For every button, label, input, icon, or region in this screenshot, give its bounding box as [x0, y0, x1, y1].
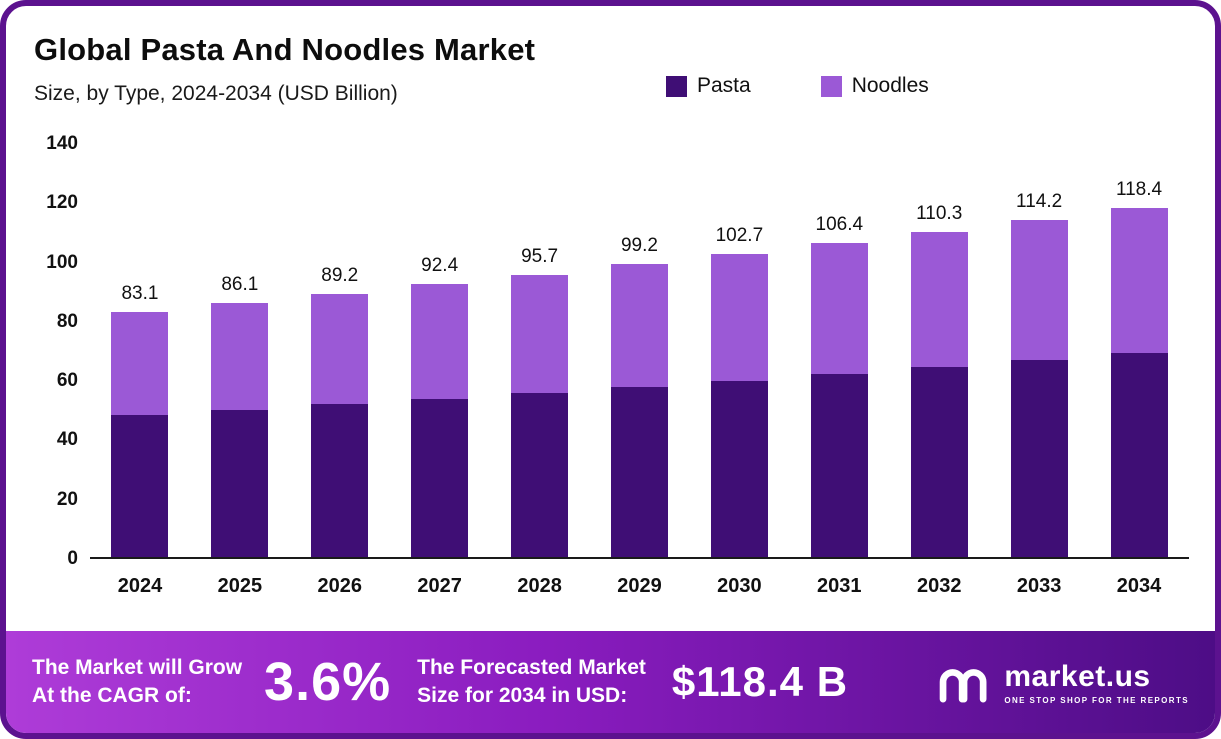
- pasta-segment: [1110, 352, 1168, 557]
- x-axis-label: 2033: [1016, 575, 1062, 597]
- pasta-segment: [610, 386, 668, 557]
- cagr-caption-line1: The Market will Grow: [32, 655, 243, 679]
- bar-column: 114.2: [989, 144, 1089, 557]
- pasta-segment: [311, 404, 369, 557]
- brand-block: market.us ONE STOP SHOP FOR THE REPORTS: [936, 660, 1189, 705]
- plot-area: 83.1 86.1 89.2 92.4 95.7 99.2 102.7 106.4 110.3 1…: [90, 144, 1189, 559]
- legend: Pasta Noodles: [666, 74, 929, 98]
- bar-total-label: 118.4: [1115, 178, 1163, 200]
- x-axis-label: 2027: [417, 575, 462, 597]
- x-axis-label: 2029: [617, 575, 662, 597]
- forecast-caption: The Forecasted Market Size for 2034 in U…: [417, 654, 646, 711]
- y-tick-label: 20: [56, 488, 78, 510]
- y-tick-label: 80: [56, 310, 78, 332]
- noodles-segment: [710, 254, 768, 381]
- noodles-segment: [311, 293, 369, 405]
- bar-column: 102.7: [689, 144, 789, 557]
- pasta-segment: [511, 392, 569, 557]
- y-tick-label: 40: [56, 429, 78, 451]
- bar-total-label: 89.2: [321, 264, 359, 286]
- y-axis: 0 20 40 60 80 100 120 140: [32, 133, 90, 569]
- noodles-segment: [910, 231, 968, 368]
- x-axis-label: 2030: [717, 575, 762, 597]
- x-axis-label: 2024: [117, 575, 163, 597]
- bar-total-label: 106.4: [815, 214, 864, 236]
- x-axis-label: 2032: [916, 575, 962, 597]
- pasta-segment: [810, 374, 868, 557]
- brand-name: market.us: [1004, 659, 1151, 693]
- bar-column: 110.3: [889, 144, 989, 557]
- chart-subtitle: Size, by Type, 2024-2034 (USD Billion): [34, 82, 398, 105]
- legend-item-pasta: Pasta: [666, 74, 751, 98]
- y-tick-label: 140: [46, 133, 78, 154]
- legend-item-noodles: Noodles: [820, 74, 929, 98]
- cagr-caption-line2: At the CAGR of:: [32, 684, 192, 707]
- bar-total-label: 114.2: [1016, 191, 1063, 213]
- noodles-segment: [810, 243, 868, 375]
- noodles-segment: [211, 303, 269, 410]
- brand-tagline: ONE STOP SHOP FOR THE REPORTS: [1004, 695, 1189, 705]
- market-us-logo-icon: [940, 669, 987, 703]
- cagr-caption: The Market will Grow At the CAGR of:: [32, 654, 242, 711]
- pasta-segment: [910, 367, 968, 557]
- pasta-segment: [1010, 360, 1068, 557]
- pasta-segment: [411, 398, 469, 557]
- chart-header: Global Pasta And Noodles Market Size, by…: [34, 32, 535, 106]
- y-tick-label: 60: [56, 370, 78, 392]
- legend-label-pasta: Pasta: [697, 74, 751, 97]
- forecast-value: $118.4 B: [671, 658, 849, 705]
- noodles-swatch-icon: [820, 75, 842, 97]
- bar-column: 89.2: [290, 144, 390, 557]
- bar-column: 83.1: [90, 144, 190, 557]
- pasta-segment: [211, 409, 269, 557]
- bar-column: 92.4: [390, 144, 490, 557]
- noodles-segment: [411, 284, 469, 399]
- bar-column: 99.2: [590, 144, 690, 557]
- bar-total-label: 83.1: [121, 282, 159, 304]
- forecast-caption-line1: The Forecasted Market: [417, 655, 646, 679]
- forecast-caption-line2: Size for 2034 in USD:: [417, 684, 628, 707]
- noodles-segment: [1110, 207, 1168, 353]
- x-axis-label: 2034: [1116, 575, 1162, 597]
- bar-total-label: 110.3: [916, 202, 963, 224]
- bar-total-label: 99.2: [620, 235, 658, 257]
- bar-column: 86.1: [190, 144, 290, 557]
- plot-wrap: 83.1 86.1 89.2 92.4 95.7 99.2 102.7 106.4 110.3 1…: [90, 144, 1189, 598]
- stacked-bar-chart: 0 20 40 60 80 100 120 140 83.1 86.1 89.2 92.4 95.7 9…: [32, 133, 1189, 598]
- y-tick-label: 100: [46, 251, 78, 273]
- y-tick-label: 120: [46, 192, 78, 214]
- x-axis-label: 2028: [517, 575, 562, 597]
- bar-total-label: 86.1: [221, 274, 259, 296]
- bar-column: 118.4: [1089, 144, 1189, 557]
- bar-column: 95.7: [490, 144, 590, 557]
- x-axis: 2024 2025 2026 2027 2028 2029 2030 2031 2032 2033…: [90, 559, 1189, 598]
- x-axis-label: 2026: [317, 575, 363, 597]
- bar-total-label: 95.7: [521, 245, 559, 267]
- bar-total-label: 102.7: [715, 225, 764, 247]
- noodles-segment: [511, 274, 569, 393]
- y-tick-label: 0: [67, 548, 78, 569]
- pasta-segment: [111, 415, 169, 557]
- x-axis-label: 2031: [817, 575, 862, 597]
- cagr-value: 3.6%: [264, 652, 392, 712]
- noodles-segment: [111, 311, 169, 416]
- brand-text: market.us ONE STOP SHOP FOR THE REPORTS: [1004, 660, 1189, 705]
- pasta-segment: [710, 380, 768, 557]
- noodles-segment: [1010, 220, 1068, 361]
- chart-title: Global Pasta And Noodles Market: [34, 32, 536, 67]
- x-axis-label: 2025: [217, 575, 263, 597]
- footer-banner: The Market will Grow At the CAGR of: 3.6…: [6, 631, 1215, 733]
- pasta-swatch-icon: [666, 75, 687, 97]
- bar-column: 106.4: [789, 144, 889, 557]
- legend-label-noodles: Noodles: [851, 74, 929, 97]
- bar-total-label: 92.4: [421, 255, 459, 277]
- noodles-segment: [610, 264, 668, 387]
